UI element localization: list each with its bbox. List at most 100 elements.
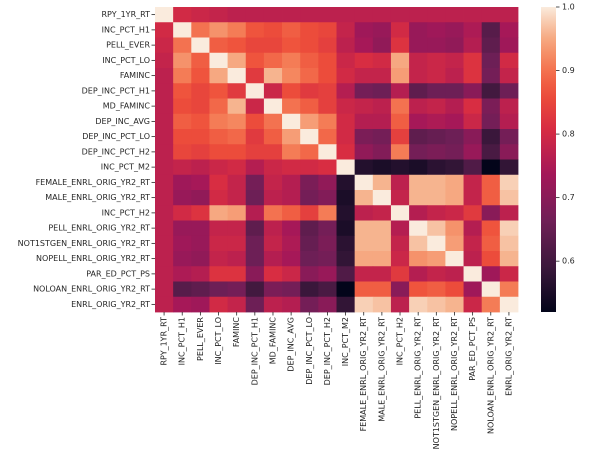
heatmap-cell xyxy=(499,144,519,160)
heatmap-cell xyxy=(336,113,356,130)
heatmap-cell xyxy=(282,205,301,221)
heatmap-cell xyxy=(354,159,374,176)
heatmap-cell xyxy=(263,22,283,38)
heatmap-cell xyxy=(282,296,301,313)
heatmap-cell xyxy=(191,281,210,298)
heatmap-cell xyxy=(300,98,319,115)
heatmap-cell xyxy=(263,205,283,221)
heatmap-cell xyxy=(227,22,247,38)
heatmap-cell xyxy=(227,235,247,252)
heatmap-cell xyxy=(173,7,192,23)
heatmap-cell xyxy=(409,144,428,160)
heatmap-cell xyxy=(155,159,174,176)
heatmap-cell xyxy=(245,251,265,267)
heatmap-cell xyxy=(263,266,283,282)
heatmap-cell xyxy=(300,235,319,252)
heatmap-cell xyxy=(354,22,374,38)
heatmap-cell xyxy=(227,205,247,221)
heatmap-cell xyxy=(463,205,483,221)
heatmap-cell xyxy=(155,98,174,115)
heatmap-cell xyxy=(155,266,174,282)
heatmap-cell xyxy=(354,7,374,23)
heatmap-cell xyxy=(191,174,210,191)
colorbar-ticks: 1.0 0.9 0.8 0.7 0.6 xyxy=(556,3,575,266)
y-tick-label: NOLOAN_ENRL_ORIG_YR2_RT xyxy=(33,285,150,294)
heatmap-cell xyxy=(499,7,519,23)
heatmap-cell xyxy=(336,266,356,282)
heatmap-cell xyxy=(209,159,228,176)
heatmap-cell xyxy=(209,220,228,237)
heatmap-cell xyxy=(372,174,392,191)
heatmap-cell xyxy=(191,129,210,145)
heatmap-cell xyxy=(173,190,192,206)
heatmap-cell xyxy=(427,159,446,176)
heatmap-cell xyxy=(173,296,192,313)
heatmap-cell xyxy=(463,174,483,191)
heatmap-cell xyxy=(209,174,228,191)
heatmap-cell xyxy=(282,83,301,99)
heatmap-cell xyxy=(481,251,501,267)
heatmap-cell xyxy=(245,159,265,176)
heatmap-cell xyxy=(173,37,192,54)
heatmap-cell xyxy=(191,266,210,282)
heatmap-cell xyxy=(318,281,337,298)
heatmap-cell xyxy=(409,98,428,115)
heatmap-cell xyxy=(209,37,228,54)
y-tick-label: NOPELL_ENRL_ORIG_YR2_RT xyxy=(36,254,150,263)
heatmap-cell xyxy=(263,220,283,237)
heatmap-cell xyxy=(481,266,501,282)
heatmap-cell xyxy=(209,144,228,160)
heatmap-cell xyxy=(499,281,519,298)
heatmap-cell xyxy=(155,22,174,38)
heatmap-cell xyxy=(155,83,174,99)
heatmap-cell xyxy=(209,129,228,145)
heatmap-cell xyxy=(209,113,228,130)
heatmap-cell xyxy=(481,83,501,99)
heatmap-cell xyxy=(372,190,392,206)
heatmap-cell xyxy=(445,7,464,23)
heatmap-cell xyxy=(409,159,428,176)
heatmap-cell xyxy=(336,22,356,38)
heatmap-cell xyxy=(463,68,483,84)
heatmap-cell xyxy=(445,113,464,130)
heatmap-cell xyxy=(173,235,192,252)
heatmap-cell xyxy=(300,144,319,160)
heatmap-cell xyxy=(191,235,210,252)
heatmap-cell xyxy=(409,205,428,221)
heatmap-cell xyxy=(209,7,228,23)
heatmap-cell xyxy=(263,235,283,252)
heatmap-cell xyxy=(409,113,428,130)
heatmap-cell xyxy=(318,159,337,176)
heatmap-cell xyxy=(155,68,174,84)
y-tick-label: DEP_INC_AVG xyxy=(95,117,150,126)
heatmap-cell xyxy=(209,98,228,115)
heatmap-cell xyxy=(282,22,301,38)
heatmap-cell xyxy=(173,251,192,267)
heatmap-cell xyxy=(209,205,228,221)
heatmap-cell xyxy=(499,113,519,130)
heatmap-cell xyxy=(245,7,265,23)
heatmap-cell xyxy=(155,190,174,206)
heatmap-cell xyxy=(409,174,428,191)
heatmap-cell xyxy=(282,281,301,298)
heatmap-cell xyxy=(263,190,283,206)
heatmap-cell xyxy=(372,235,392,252)
heatmap-cell xyxy=(300,37,319,54)
heatmap-cell xyxy=(209,68,228,84)
heatmap-cell xyxy=(390,251,410,267)
heatmap-cell xyxy=(209,251,228,267)
heatmap-cell xyxy=(481,144,501,160)
heatmap-cell xyxy=(427,190,446,206)
x-tick-label: RPY_1YR_RT xyxy=(160,317,169,366)
heatmap-cell xyxy=(354,37,374,54)
heatmap-cell xyxy=(499,37,519,54)
heatmap-cell xyxy=(445,235,464,252)
y-tick-label: MD_FAMINC xyxy=(103,102,151,111)
heatmap-cell xyxy=(354,98,374,115)
heatmap-cell xyxy=(463,83,483,99)
heatmap-cell xyxy=(318,220,337,237)
heatmap-cell xyxy=(354,190,374,206)
heatmap-cell xyxy=(481,129,501,145)
heatmap-cell xyxy=(155,37,174,54)
heatmap-cell xyxy=(390,235,410,252)
